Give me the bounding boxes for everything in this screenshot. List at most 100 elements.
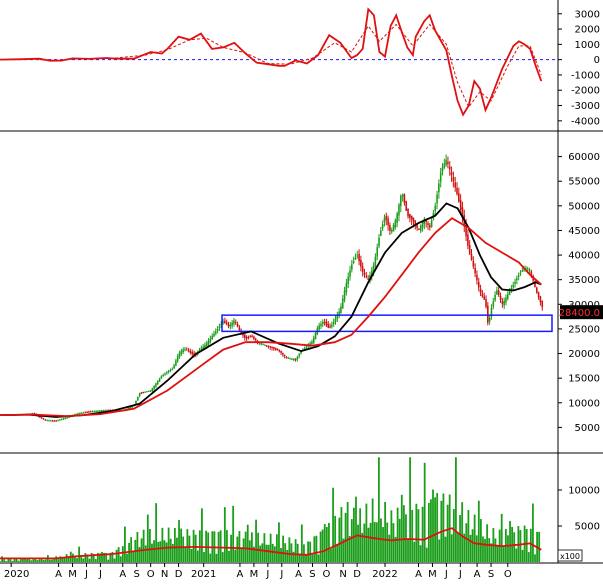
volume-bar	[153, 540, 155, 562]
volume-bar	[132, 550, 135, 562]
price-candle-body	[499, 295, 502, 300]
price-candle-body	[323, 321, 326, 323]
volume-bar	[392, 523, 395, 562]
price-candle-body	[151, 388, 154, 392]
volume-bar	[315, 535, 318, 562]
price-candle-body	[48, 420, 50, 422]
price-candle-body	[412, 217, 415, 222]
volume-bar	[411, 509, 414, 562]
price-candle-body	[425, 220, 427, 222]
price-candle-body	[244, 334, 246, 338]
price-candle-body	[144, 391, 146, 393]
volume-moving-average	[0, 527, 542, 560]
volume-bar	[405, 514, 407, 562]
volume-bar	[371, 498, 374, 562]
price-candle-body	[514, 281, 516, 284]
price-candle-body	[249, 336, 252, 338]
volume-bar	[325, 527, 328, 562]
price-candle-body	[294, 359, 297, 361]
volume-bar	[161, 527, 164, 562]
volume-bar	[228, 550, 230, 562]
volume-bar	[538, 531, 541, 562]
volume-bar	[409, 457, 412, 562]
volume-bar	[338, 517, 341, 562]
price-candle-body	[534, 281, 536, 288]
volume-bar	[130, 537, 133, 562]
price-y-tick-label: 5000	[575, 423, 600, 434]
price-candle-body	[322, 322, 324, 324]
price-candle-body	[278, 349, 281, 352]
price-candle-body	[376, 247, 379, 257]
price-candle-body	[292, 359, 295, 361]
volume-bar	[386, 522, 389, 562]
price-candle-body	[409, 213, 411, 218]
price-candle-body	[42, 418, 45, 420]
price-candle-body	[347, 276, 349, 284]
volume-bar	[355, 496, 357, 562]
volume-bar	[482, 536, 484, 562]
volume-bar	[248, 540, 251, 562]
price-candle-body	[361, 266, 364, 273]
volume-bar	[340, 507, 343, 562]
volume-bar	[78, 546, 81, 562]
price-candle-body	[363, 272, 366, 275]
price-candle-body	[282, 353, 284, 355]
volume-bar	[417, 509, 420, 562]
volume-bar	[238, 531, 241, 562]
price-y-tick-label: 10000	[568, 398, 600, 409]
volume-bar	[534, 554, 536, 562]
volume-bar	[76, 558, 78, 562]
volume-bar	[159, 541, 162, 562]
price-candle-body	[291, 358, 293, 360]
price-candle-body	[182, 349, 184, 353]
volume-bar	[105, 552, 108, 562]
volume-bar	[305, 555, 307, 562]
price-candle-body	[204, 345, 206, 348]
price-candle-body	[147, 390, 150, 392]
price-candle-body	[233, 320, 235, 324]
last-price-badge	[560, 305, 603, 320]
price-candle-body	[336, 315, 339, 319]
volume-bar	[477, 500, 480, 562]
volume-bar	[219, 530, 222, 562]
volume-bar	[96, 552, 99, 562]
price-candle-body	[276, 348, 279, 351]
price-candle-body	[481, 293, 484, 297]
volume-bar	[350, 519, 353, 562]
volume-bar	[196, 550, 199, 562]
volume-bar	[278, 522, 280, 562]
price-candle-body	[53, 420, 56, 422]
x-axis-label: M	[250, 569, 259, 580]
volume-bar	[282, 535, 285, 562]
price-candle-body	[492, 301, 495, 307]
volume-bar	[365, 503, 368, 562]
volume-bar	[396, 507, 399, 562]
volume-bar	[407, 539, 409, 562]
volume-bar	[257, 532, 260, 562]
volume-bar	[288, 537, 291, 562]
x-axis-label: J	[98, 569, 102, 580]
volume-bar	[84, 553, 87, 562]
volume-bar	[157, 541, 160, 562]
price-candle-body	[55, 420, 58, 422]
price-candle-body	[213, 333, 215, 337]
price-candle-body	[229, 324, 232, 327]
volume-bar	[357, 524, 359, 562]
price-candle-body	[247, 337, 250, 339]
price-candle-body	[202, 346, 204, 349]
volume-bar	[269, 533, 272, 562]
price-candle-body	[334, 318, 337, 322]
volume-bar	[242, 538, 245, 562]
price-candle-body	[285, 356, 288, 358]
x-axis-label: D 2020	[0, 569, 29, 580]
volume-bar	[307, 541, 310, 562]
volume-bar	[86, 554, 89, 562]
price-candle-body	[263, 344, 266, 346]
price-candle-body	[100, 410, 103, 412]
x-axis-label: J	[279, 569, 283, 580]
price-candle-body	[305, 346, 308, 348]
x-axis-label: J	[458, 569, 462, 580]
price-candle-body	[296, 356, 299, 360]
